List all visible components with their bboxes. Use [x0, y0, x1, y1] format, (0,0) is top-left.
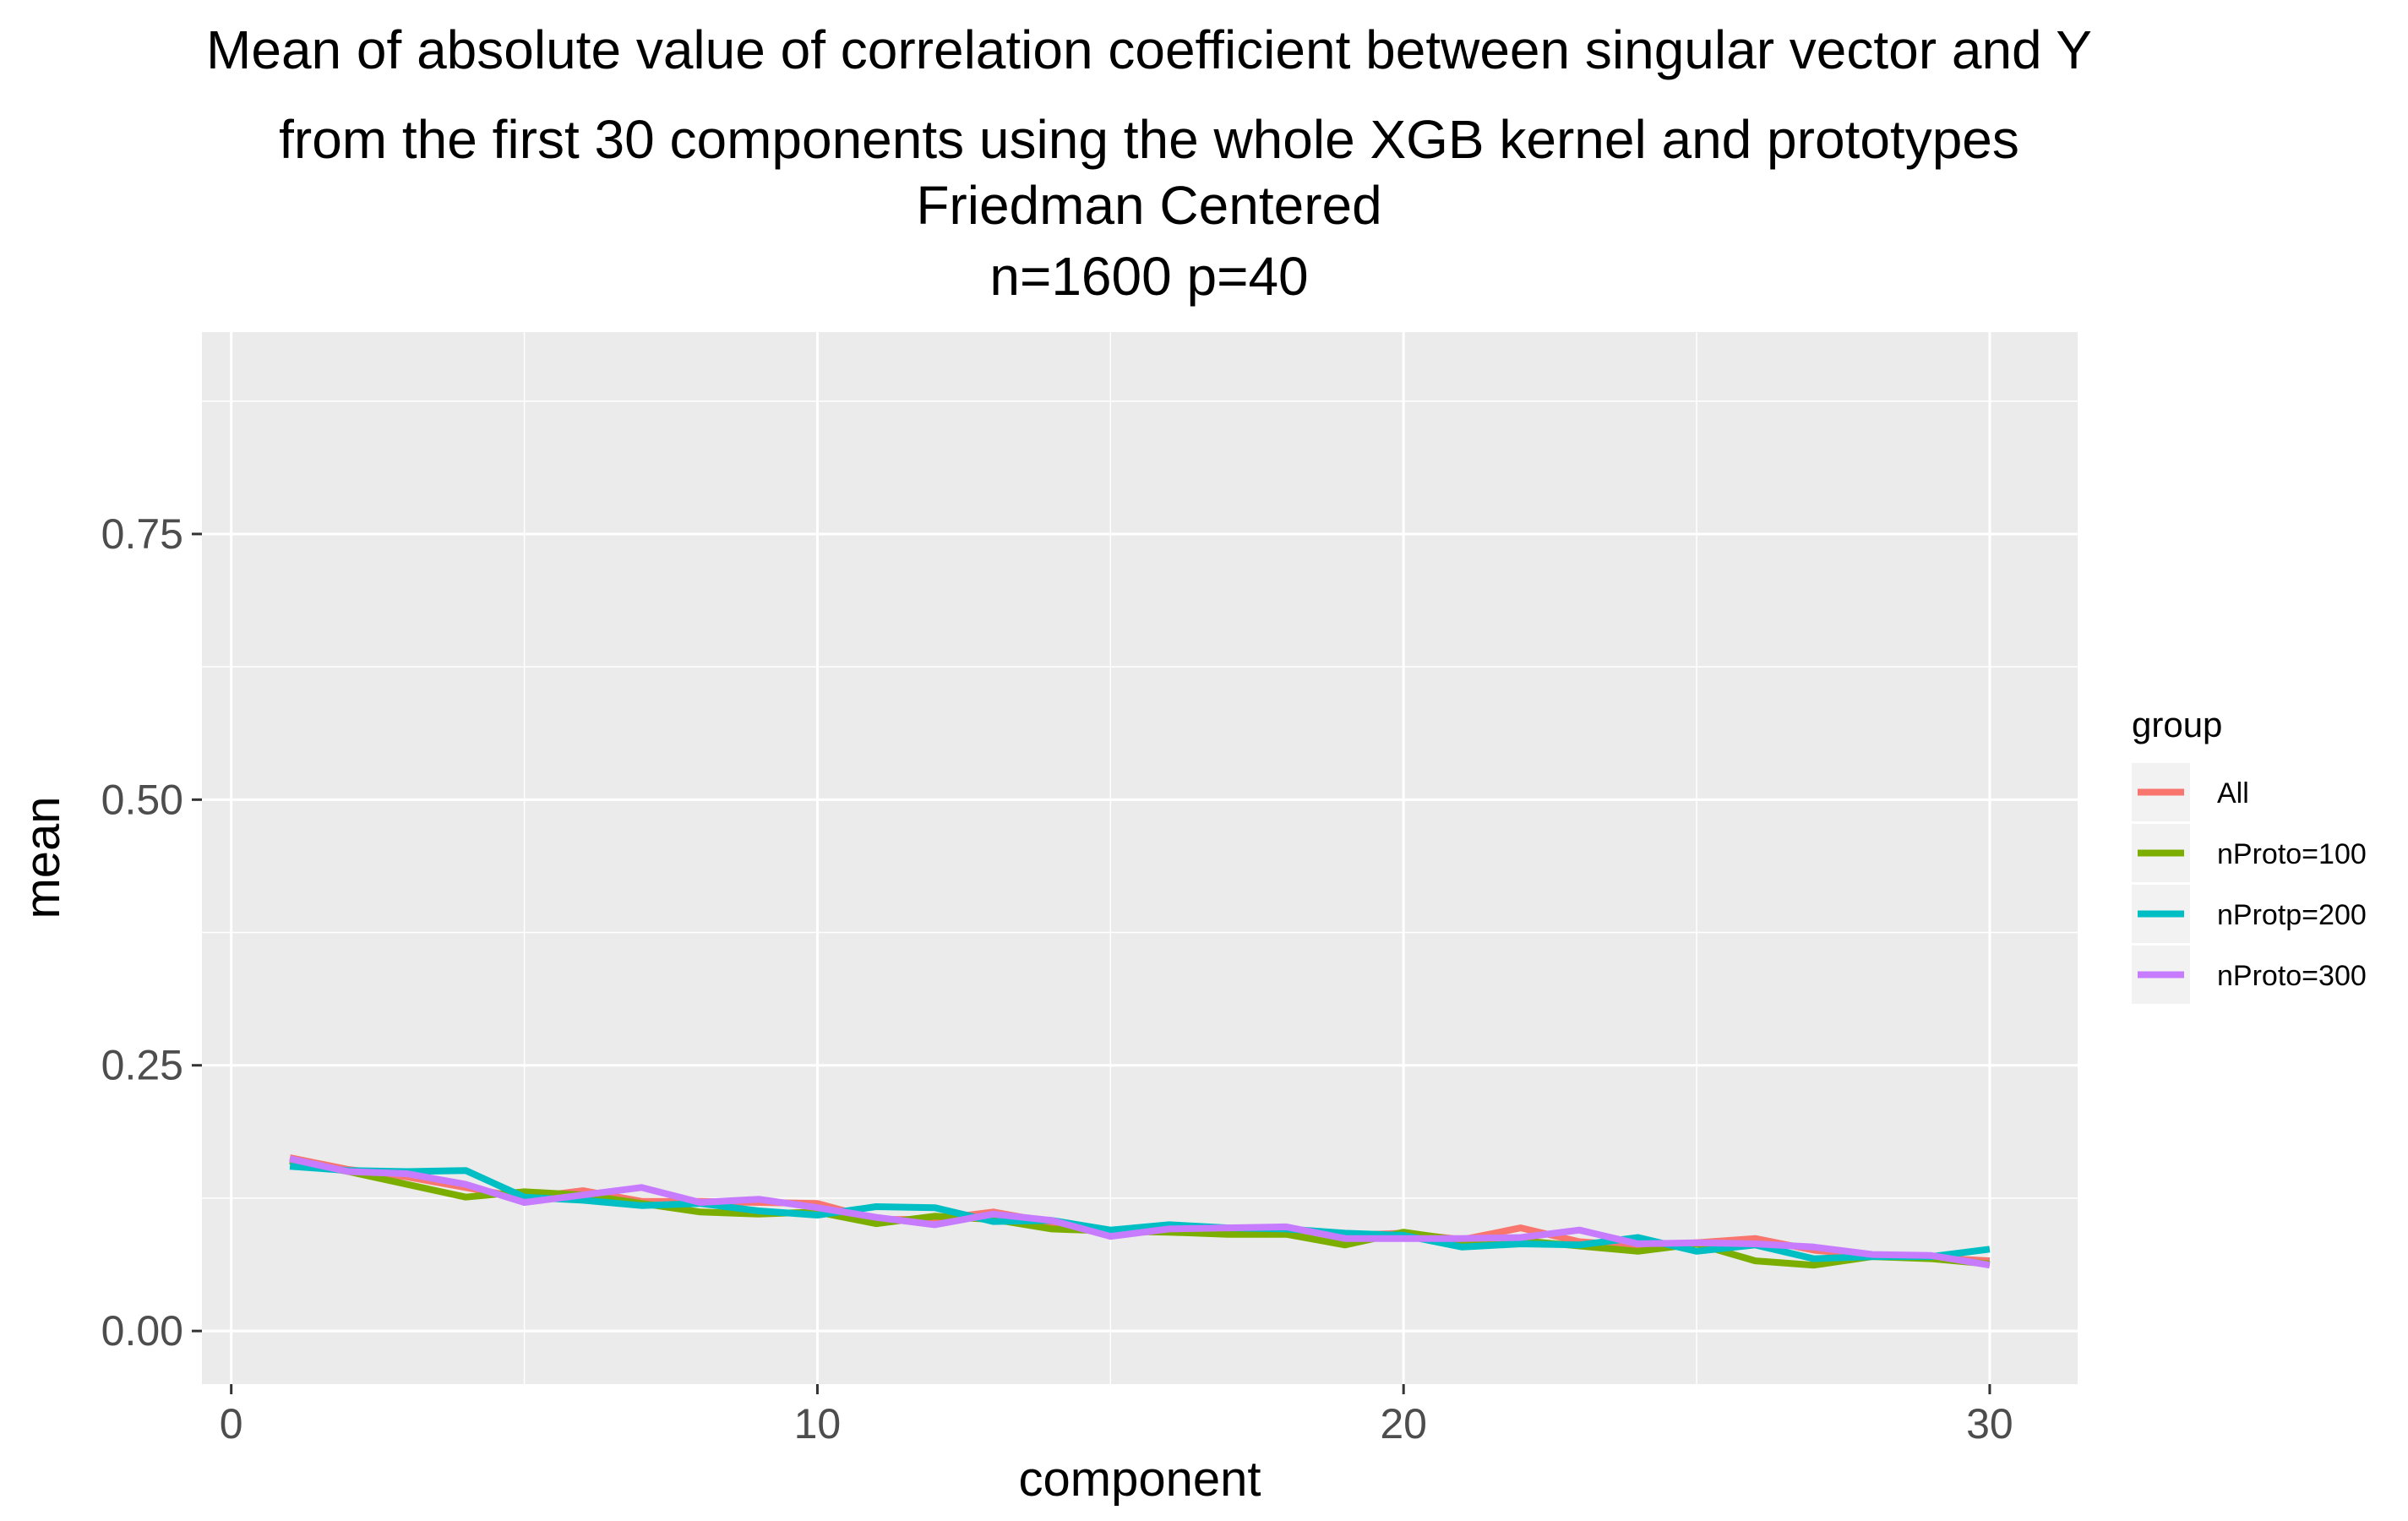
legend-label: nProtp=200 — [2217, 899, 2367, 931]
legend: group All nProto=100 nProtp=200 nProto=300 — [2132, 705, 2367, 1004]
legend-title: group — [2132, 705, 2222, 744]
chart-title-line-2: from the first 30 components using the w… — [279, 109, 2019, 170]
legend-label: nProto=300 — [2217, 960, 2367, 992]
series-line — [289, 1163, 1991, 1262]
x-tick-label: 30 — [1966, 1400, 2013, 1447]
x-tick-label: 20 — [1380, 1400, 1427, 1447]
chart-title-line-1: Mean of absolute value of correlation co… — [206, 19, 2092, 80]
legend-label: All — [2217, 777, 2249, 810]
axis-layer: 0 10 20 30 0.00 0.25 0.50 0.75 — [101, 510, 2013, 1447]
y-tick-label: 0.50 — [101, 776, 183, 823]
series-layer — [289, 1154, 1991, 1269]
chart-title-line-3: Friedman Centered — [916, 175, 1382, 236]
y-tick-label: 0.75 — [101, 510, 183, 558]
x-axis-title: component — [1019, 1452, 1261, 1507]
y-tick-label: 0.25 — [101, 1042, 183, 1089]
x-tick-label: 0 — [220, 1400, 243, 1447]
x-tick-label: 10 — [794, 1400, 842, 1447]
chart-title-line-4: n=1600 p=40 — [989, 246, 1309, 307]
y-tick-label: 0.00 — [101, 1307, 183, 1355]
legend-label: nProto=100 — [2217, 838, 2367, 870]
y-axis-title: mean — [15, 796, 70, 919]
series-line — [289, 1155, 1991, 1269]
plot-panel — [202, 332, 2078, 1384]
grid-major — [202, 332, 2078, 1384]
legend-items: All nProto=100 nProtp=200 nProto=300 — [2132, 763, 2367, 1004]
